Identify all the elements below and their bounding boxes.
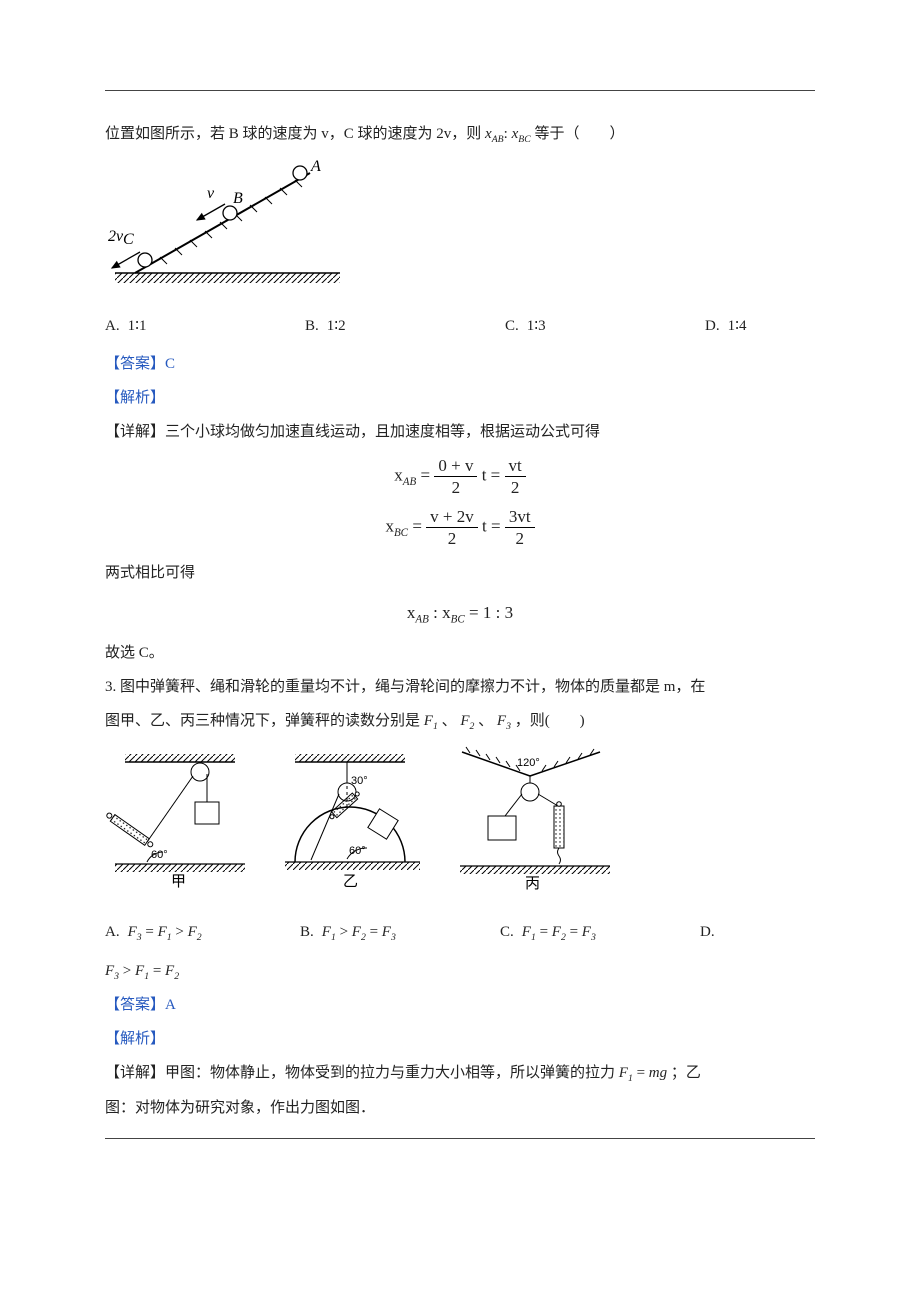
angle-jia: 60° [151,849,168,861]
label-v: v [207,185,215,202]
panel-jia: 甲 [171,874,186,890]
answer-label-3: 【答案】 [105,997,165,1013]
q3-stem-1: 3. 图中弹簧秤、绳和滑轮的重量均不计，绳与滑轮间的摩擦力不计，物体的质量都是 … [105,672,815,702]
q3-analysis-label: 【解析】 [105,1024,815,1054]
label-B: B [233,190,243,207]
q3-detail-2: 图：对物体为研究对象，作出力图如图． [105,1093,815,1123]
q2-answer-value: C [165,356,175,372]
label-C: C [123,231,134,248]
q3-answer-value: A [165,997,176,1013]
q2-answer: 【答案】C [105,349,815,379]
q2-analysis-label: 【解析】 [105,383,815,413]
q3-opt-D-letter: D. [700,917,715,947]
answer-label: 【答案】 [105,356,165,372]
detail-label-3: 【详解】 [105,1065,165,1081]
label-2v: 2v [108,228,124,245]
q2-opt-B-label: 1∶2 [327,311,346,341]
q3-stem1-text: 图中弹簧秤、绳和滑轮的重量均不计，绳与滑轮间的摩擦力不计，物体的质量都是 m，在 [120,679,705,695]
q2-opt-A: A. 1∶1 [105,311,305,341]
q3-diagram: 60° 甲 30° [105,744,815,905]
q2-opt-D: D. 1∶4 [705,311,815,341]
q3-answer: 【答案】A [105,990,815,1020]
q3-opt-C: C. F1 = F2 = F3 [500,917,700,948]
q3-detail-1: 【详解】甲图：物体静止，物体受到的拉力与重力大小相等，所以弹簧的拉力 F1 = … [105,1058,815,1089]
q3-opt-B: B. F1 > F2 = F3 [300,917,500,948]
q2-opt-A-label: 1∶1 [128,311,147,341]
q2-stem: 位置如图所示，若 B 球的速度为 v，C 球的速度为 2v，则 xAB: xBC… [105,119,815,150]
q2-detail-text: 三个小球均做匀加速直线运动，且加速度相等，根据运动公式可得 [165,424,600,440]
q2-diagram: A B C v 2v [105,158,815,299]
q2-opt-C: C. 1∶3 [505,311,705,341]
q2-opt-B: B. 1∶2 [305,311,505,341]
q3-opt-A: A. F3 = F1 > F2 [105,917,300,948]
q2-opt-C-label: 1∶3 [527,311,546,341]
q2-opt-D-label: 1∶4 [728,311,747,341]
q2-compare: 两式相比可得 [105,558,815,588]
q3-number: 3. [105,679,116,695]
q2-ratio: xAB : xBC = 1 : 3 [105,596,815,630]
bottom-rule [105,1138,815,1139]
panel-bing: 丙 [525,876,540,892]
top-rule [105,90,815,91]
q2-formula-2: xBC = v + 2v2 t = 3vt2 [105,506,815,550]
detail-label: 【详解】 [105,424,165,440]
angle-yi-top: 30° [351,775,368,787]
q2-options: A. 1∶1 B. 1∶2 C. 1∶3 D. 1∶4 [105,307,815,345]
q3-stem-2: 图甲、乙、丙三种情况下，弹簧秤的读数分别是 F1 、 F2 、 F3 ，则( ) [105,706,815,737]
q3-opt-D-inline: D. [700,917,790,948]
angle-yi-side: 60° [349,845,366,857]
q3-options: A. F3 = F1 > F2 B. F1 > F2 = F3 C. F1 = … [105,913,815,952]
q2-formula-1: xAB = 0 + v2 t = vt2 [105,455,815,499]
panel-yi: 乙 [343,874,358,890]
angle-bing: 120° [517,757,540,769]
label-A: A [310,158,321,175]
q3-opt-D-wrapped: F3 > F1 = F2 [105,956,815,987]
q2-conclusion: 故选 C。 [105,638,815,668]
q2-detail: 【详解】三个小球均做匀加速直线运动，且加速度相等，根据运动公式可得 [105,417,815,447]
